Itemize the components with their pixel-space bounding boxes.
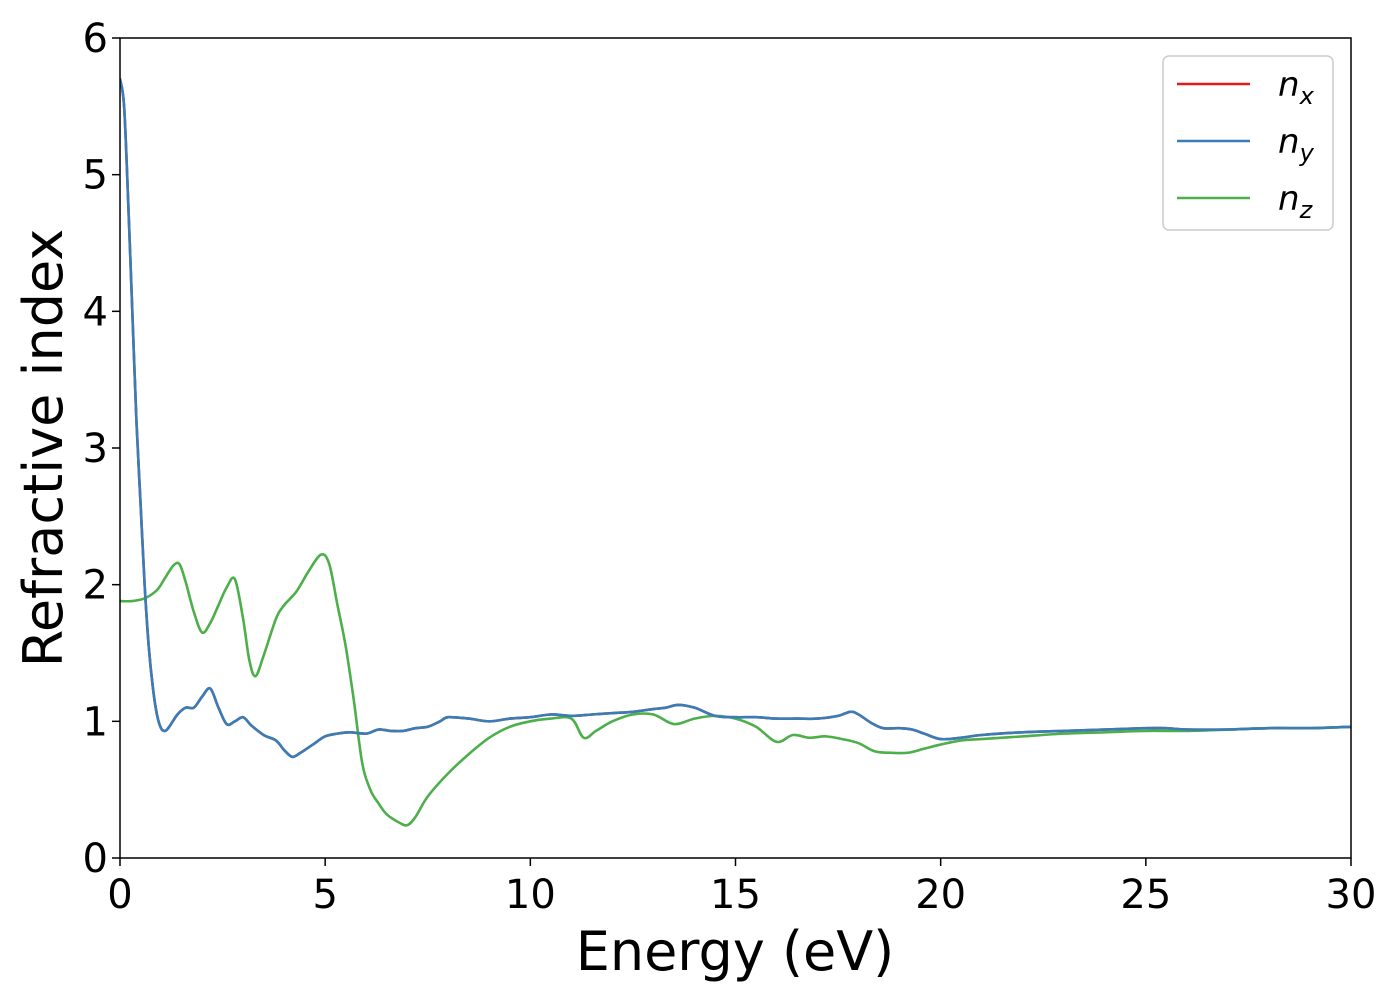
y-tick-label: 3 <box>83 426 108 472</box>
legend-label-base: n <box>1278 65 1300 105</box>
y-tick-label: 6 <box>83 16 108 62</box>
y-tick-label: 0 <box>83 836 108 882</box>
x-tick-label: 20 <box>915 872 966 918</box>
x-tick-label: 0 <box>107 872 132 918</box>
x-tick-label: 10 <box>505 872 556 918</box>
legend-label-subscript: x <box>1299 82 1315 110</box>
x-tick-label: 25 <box>1120 872 1171 918</box>
y-tick-label: 1 <box>83 699 108 745</box>
legend-label-base: n <box>1278 179 1300 219</box>
x-axis-ticks: 0 5 10 15 20 25 30 <box>107 858 1376 918</box>
x-tick-label: 30 <box>1326 872 1377 918</box>
series-line-y <box>120 77 1351 759</box>
series-layer <box>120 77 1351 827</box>
legend-label-x: nx <box>1278 65 1315 110</box>
y-axis-title: Refractive index <box>12 229 75 668</box>
legend-label-z: nz <box>1278 179 1314 224</box>
legend-label-subscript: y <box>1299 139 1315 167</box>
legend-label-subscript: z <box>1299 196 1314 224</box>
y-tick-label: 2 <box>83 563 108 609</box>
y-tick-label: 5 <box>83 153 108 199</box>
x-axis-title: Energy (eV) <box>576 920 895 983</box>
legend-box <box>1162 55 1334 231</box>
legend-label-y: ny <box>1278 122 1315 167</box>
series-line-z <box>120 553 1351 827</box>
legend-label-base: n <box>1278 122 1300 162</box>
y-axis-ticks: 0 1 2 3 4 5 6 <box>83 16 120 882</box>
y-tick-label: 4 <box>83 289 108 335</box>
x-tick-label: 5 <box>312 872 337 918</box>
x-tick-label: 15 <box>710 872 761 918</box>
